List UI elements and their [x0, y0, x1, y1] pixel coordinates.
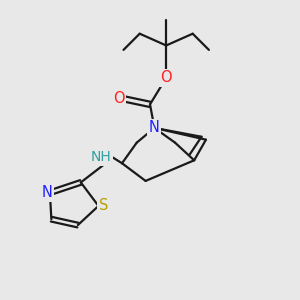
Text: N: N [41, 185, 52, 200]
Text: O: O [113, 91, 124, 106]
Text: NH: NH [91, 150, 112, 164]
Text: N: N [149, 120, 160, 135]
Text: O: O [160, 70, 172, 86]
Text: S: S [99, 198, 109, 213]
